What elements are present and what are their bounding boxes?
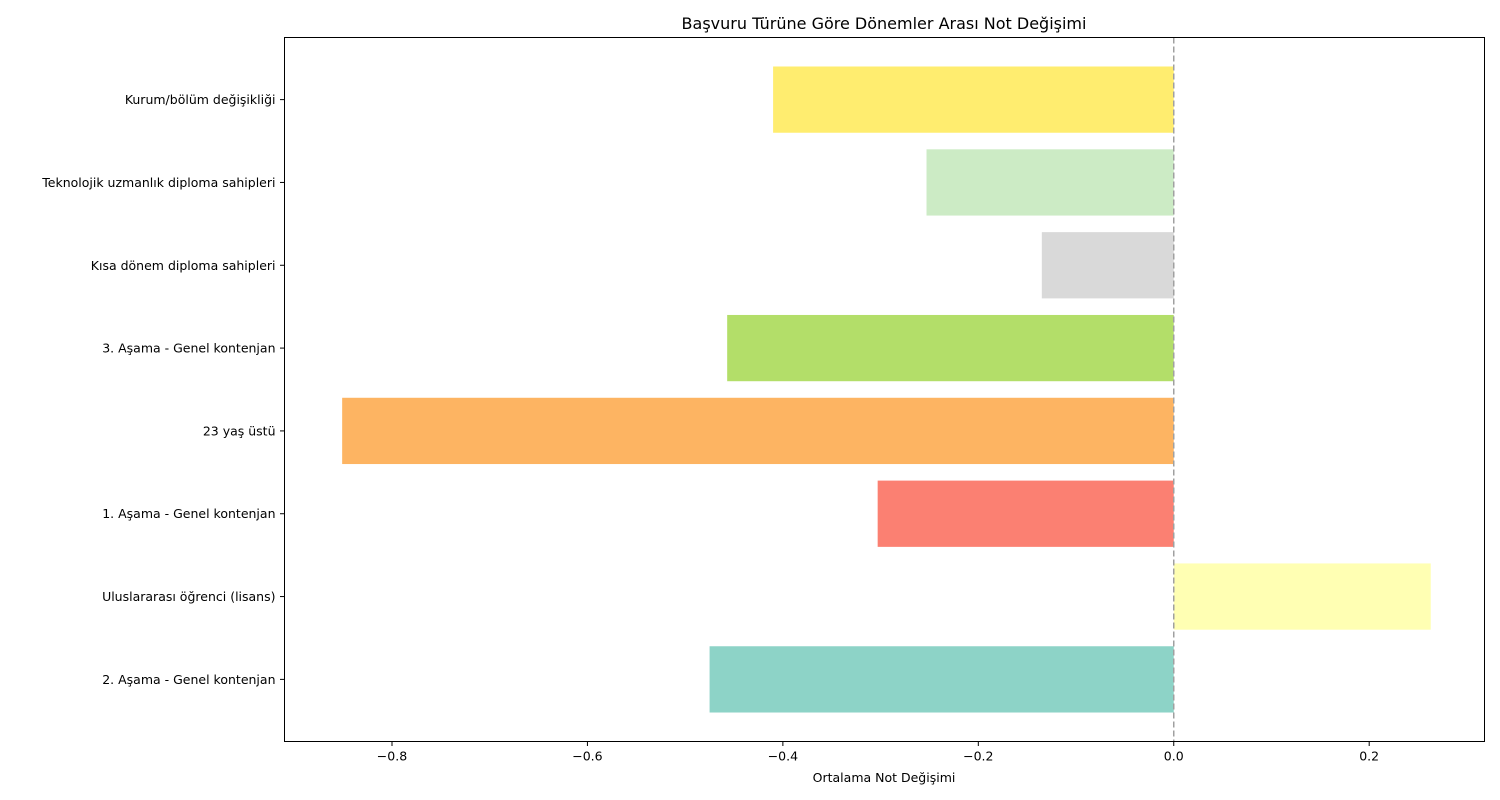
x-tick-label: 0.2	[1359, 749, 1379, 764]
bar	[773, 66, 1174, 133]
y-tick-label: 2. Aşama - Genel kontenjan	[102, 672, 275, 687]
y-tick-label: Kısa dönem diploma sahipleri	[91, 258, 276, 273]
x-axis: −0.8 −0.6 −0.4 −0.2 0.0 0.2	[377, 741, 1379, 764]
bar	[877, 480, 1174, 547]
chart-title: Başvuru Türüne Göre Dönemler Arası Not D…	[682, 14, 1087, 33]
x-tick-label: −0.4	[768, 749, 798, 764]
x-tick-label: −0.2	[963, 749, 993, 764]
plot-area-frame	[284, 37, 1485, 742]
x-tick-label: −0.8	[377, 749, 407, 764]
x-axis-label: Ortalama Not Değişimi	[813, 770, 956, 785]
bar	[342, 397, 1174, 465]
bar	[709, 646, 1174, 713]
y-tick-label: 23 yaş üstü	[203, 423, 276, 438]
y-tick-label: Kurum/bölüm değişikliği	[125, 92, 276, 107]
y-tick-label: Teknolojik uzmanlık diploma sahipleri	[41, 175, 275, 190]
y-tick-label: 3. Aşama - Genel kontenjan	[102, 341, 275, 356]
bar	[1041, 232, 1174, 299]
bar	[926, 149, 1174, 216]
x-tick-label: −0.6	[572, 749, 602, 764]
y-tick-label: Uluslararası öğrenci (lisans)	[102, 589, 275, 604]
bar	[727, 314, 1174, 382]
bar	[1173, 563, 1431, 630]
bars-layer	[342, 66, 1431, 713]
x-tick-label: 0.0	[1164, 749, 1184, 764]
y-axis: 2. Aşama - Genel kontenjan Uluslararası ö…	[41, 92, 285, 687]
y-tick-label: 1. Aşama - Genel kontenjan	[102, 506, 275, 521]
